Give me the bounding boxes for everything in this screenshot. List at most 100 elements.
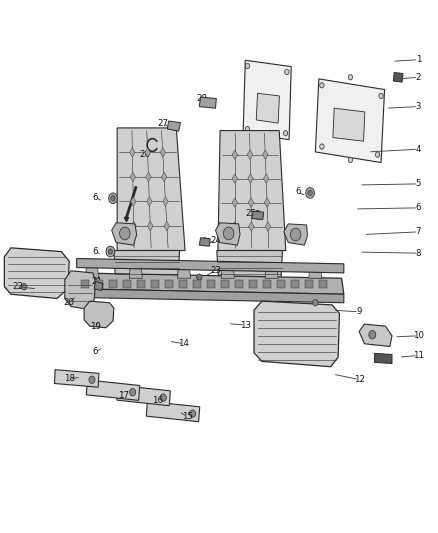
Circle shape — [160, 394, 166, 401]
Text: 11: 11 — [413, 351, 424, 360]
Polygon shape — [131, 197, 136, 206]
Circle shape — [130, 389, 136, 396]
Polygon shape — [148, 221, 153, 231]
Polygon shape — [146, 172, 151, 182]
Polygon shape — [221, 268, 234, 278]
Polygon shape — [232, 174, 238, 183]
Polygon shape — [86, 380, 140, 400]
Polygon shape — [129, 268, 142, 278]
Polygon shape — [207, 280, 215, 288]
Text: 6: 6 — [93, 247, 98, 256]
Text: 19: 19 — [90, 322, 101, 330]
Circle shape — [190, 410, 196, 417]
Circle shape — [348, 157, 353, 163]
Circle shape — [306, 188, 314, 198]
Text: 22: 22 — [12, 282, 23, 291]
Polygon shape — [94, 281, 103, 290]
Text: 9: 9 — [357, 308, 362, 316]
Circle shape — [89, 376, 95, 383]
Polygon shape — [137, 280, 145, 288]
Circle shape — [120, 227, 130, 240]
Polygon shape — [179, 280, 187, 288]
Text: 17: 17 — [118, 391, 130, 400]
Text: 18: 18 — [64, 374, 75, 383]
Polygon shape — [123, 280, 131, 288]
Polygon shape — [199, 97, 216, 108]
Polygon shape — [263, 174, 269, 183]
Polygon shape — [109, 280, 117, 288]
Polygon shape — [264, 198, 270, 207]
Polygon shape — [112, 223, 137, 245]
Polygon shape — [161, 172, 167, 182]
Polygon shape — [232, 150, 238, 159]
Text: 20: 20 — [64, 298, 75, 307]
Text: 5: 5 — [416, 180, 421, 188]
Polygon shape — [77, 259, 344, 273]
Polygon shape — [333, 108, 365, 141]
Polygon shape — [217, 251, 283, 280]
Polygon shape — [284, 224, 307, 245]
Polygon shape — [291, 280, 299, 288]
Circle shape — [197, 274, 202, 280]
Polygon shape — [248, 174, 253, 183]
Polygon shape — [247, 150, 253, 159]
Text: 26: 26 — [139, 150, 150, 159]
Polygon shape — [193, 280, 201, 288]
Circle shape — [369, 330, 376, 339]
Text: 16: 16 — [152, 397, 163, 405]
Circle shape — [285, 69, 289, 75]
Circle shape — [95, 283, 101, 289]
Polygon shape — [130, 148, 135, 157]
Text: 3: 3 — [416, 102, 421, 111]
Circle shape — [290, 228, 301, 241]
Polygon shape — [160, 148, 166, 157]
Polygon shape — [145, 148, 150, 157]
Polygon shape — [114, 251, 180, 280]
Text: 6: 6 — [93, 193, 98, 201]
Circle shape — [283, 131, 288, 136]
Circle shape — [313, 300, 318, 306]
Text: 6: 6 — [416, 204, 421, 212]
Polygon shape — [359, 324, 392, 346]
Text: 21: 21 — [91, 277, 102, 286]
Polygon shape — [165, 280, 173, 288]
Polygon shape — [248, 198, 254, 207]
Polygon shape — [177, 268, 191, 278]
Polygon shape — [147, 197, 152, 206]
Polygon shape — [65, 271, 95, 309]
Text: 10: 10 — [413, 332, 424, 340]
Polygon shape — [218, 131, 286, 251]
Text: 15: 15 — [182, 413, 193, 421]
Text: 8: 8 — [416, 249, 421, 257]
Polygon shape — [265, 222, 271, 231]
Circle shape — [109, 193, 117, 204]
Circle shape — [379, 93, 383, 99]
Polygon shape — [309, 268, 322, 278]
Polygon shape — [130, 172, 136, 182]
Circle shape — [375, 152, 380, 157]
Text: 12: 12 — [353, 375, 365, 384]
Polygon shape — [256, 93, 279, 123]
Circle shape — [245, 126, 250, 132]
Text: 1: 1 — [416, 55, 421, 64]
Circle shape — [108, 249, 113, 254]
Polygon shape — [254, 301, 339, 367]
Polygon shape — [249, 222, 254, 231]
Polygon shape — [151, 280, 159, 288]
Polygon shape — [74, 273, 344, 294]
Polygon shape — [249, 280, 257, 288]
Text: 2: 2 — [416, 73, 421, 82]
Text: 4: 4 — [416, 145, 421, 154]
Text: 14: 14 — [178, 340, 190, 348]
Polygon shape — [263, 280, 271, 288]
Text: 6: 6 — [295, 188, 300, 196]
Polygon shape — [243, 60, 291, 140]
Polygon shape — [54, 370, 99, 387]
Polygon shape — [215, 223, 240, 245]
Polygon shape — [77, 289, 344, 303]
Circle shape — [308, 190, 312, 196]
Circle shape — [245, 63, 250, 69]
Polygon shape — [167, 121, 180, 131]
Circle shape — [348, 75, 353, 80]
Polygon shape — [374, 353, 392, 364]
